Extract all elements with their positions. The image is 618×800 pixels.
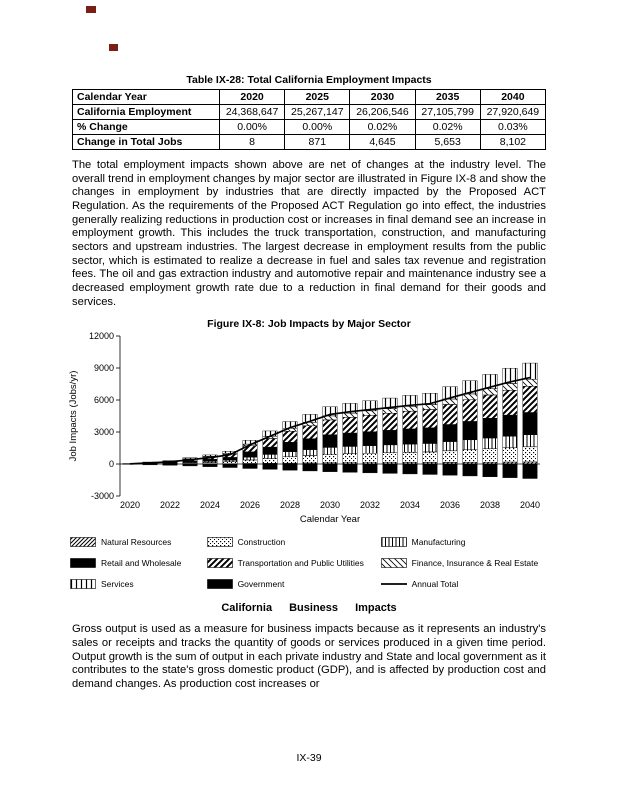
legend-label: Government — [237, 579, 285, 590]
svg-text:2028: 2028 — [280, 500, 300, 510]
legend-label: Transportation and Public Utilities — [237, 558, 364, 569]
legend-item: Natural Resources — [70, 536, 207, 548]
legend-swatch-pattern — [70, 537, 96, 548]
svg-text:12000: 12000 — [89, 331, 114, 341]
table-row: Change in Total Jobs 8 871 4,645 5,653 8,102 — [72, 134, 547, 150]
legend-swatch-pattern — [206, 537, 233, 548]
cell-value: 27,105,799 — [414, 104, 481, 120]
svg-text:2024: 2024 — [200, 500, 220, 510]
svg-text:2026: 2026 — [240, 500, 260, 510]
legend-item: Annual Total — [380, 578, 548, 590]
legend-label: Natural Resources — [101, 537, 172, 548]
legend-swatch-pattern — [380, 558, 407, 569]
row-label: Change in Total Jobs — [72, 134, 220, 150]
svg-text:2032: 2032 — [360, 500, 380, 510]
chart-legend: Natural Resources Construction Manufacturi… — [70, 536, 548, 590]
annual-total-line — [129, 376, 531, 465]
legend-label: Manufacturing — [411, 537, 466, 548]
legend-item: Transportation and Public Utilities — [206, 557, 381, 569]
cell-value: 25,267,147 — [284, 104, 351, 120]
page-number: IX-39 — [296, 752, 322, 764]
cell-value: 8,102 — [479, 134, 547, 150]
legend-swatch-line — [380, 583, 407, 586]
paragraph-gross-output: Gross output is used as a measure for bu… — [72, 623, 546, 690]
cell-value: 8 — [218, 134, 286, 150]
cell-value: 0.02% — [349, 119, 416, 135]
table-col-year: 2035 — [414, 89, 481, 105]
cell-value: 0.02% — [414, 119, 481, 135]
svg-text:2020: 2020 — [120, 500, 140, 510]
scan-artifact-mark — [86, 6, 96, 13]
legend-swatch-pattern — [380, 537, 407, 548]
cell-value: 24,368,647 — [218, 104, 286, 120]
table-row: % Change 0.00% 0.00% 0.02% 0.02% 0.03% — [72, 119, 547, 135]
y-axis: -3000 0 3000 6000 9000 12000 — [89, 331, 121, 501]
svg-text:2040: 2040 — [520, 500, 540, 510]
paragraph-employment-impacts: The total employment impacts shown above… — [72, 159, 546, 308]
legend-label: Retail and Wholesale — [101, 558, 182, 569]
svg-text:2034: 2034 — [400, 500, 420, 510]
table-col-label: Calendar Year — [72, 89, 220, 105]
svg-text:9000: 9000 — [94, 363, 114, 373]
section-heading-business-impacts: California Business Impacts — [221, 602, 397, 615]
svg-text:2022: 2022 — [160, 500, 180, 510]
svg-text:6000: 6000 — [94, 395, 114, 405]
scan-artifact-mark — [109, 44, 118, 51]
legend-label: Annual Total — [411, 579, 459, 590]
stacked-bars — [122, 363, 538, 479]
figure-title: Figure IX-8: Job Impacts by Major Sector — [207, 318, 411, 331]
cell-value: 5,653 — [414, 134, 481, 150]
table-col-year: 2020 — [218, 89, 286, 105]
cell-value: 4,645 — [349, 134, 416, 150]
table-row: California Employment 24,368,647 25,267,14… — [72, 104, 547, 120]
cell-value: 27,920,649 — [479, 104, 547, 120]
x-axis-title: Calendar Year — [300, 514, 360, 525]
legend-swatch-pattern — [70, 579, 96, 590]
legend-swatch-pattern — [70, 558, 96, 569]
svg-text:2036: 2036 — [440, 500, 460, 510]
legend-item: Manufacturing — [380, 536, 548, 548]
legend-label: Services — [101, 579, 134, 590]
job-impacts-figure: -3000 0 3000 6000 9000 12000 2020 2022 2024 2026 2… — [64, 331, 554, 532]
table-col-year: 2040 — [479, 89, 547, 105]
svg-text:3000: 3000 — [94, 427, 114, 437]
cell-value: 0.00% — [284, 119, 351, 135]
svg-text:2030: 2030 — [320, 500, 340, 510]
svg-text:-3000: -3000 — [91, 491, 114, 501]
table-title: Table IX-28: Total California Employment… — [186, 74, 432, 86]
row-label: California Employment — [72, 104, 220, 120]
legend-item: Services — [70, 578, 207, 590]
employment-table: Calendar Year 2020 2025 2030 2035 2040 Califor… — [72, 89, 547, 150]
cell-value: 871 — [284, 134, 351, 150]
row-label: % Change — [72, 119, 220, 135]
svg-text:2038: 2038 — [480, 500, 500, 510]
svg-text:0: 0 — [109, 459, 114, 469]
legend-item: Retail and Wholesale — [70, 557, 207, 569]
legend-swatch-pattern — [206, 579, 233, 590]
cell-value: 0.03% — [479, 119, 547, 135]
x-axis-labels: 2020 2022 2024 2026 2028 2030 2032 2034 2036 2038… — [120, 500, 540, 510]
legend-item: Government — [206, 578, 381, 590]
legend-label: Finance, Insurance & Real Estate — [411, 558, 539, 569]
table-col-year: 2025 — [284, 89, 351, 105]
legend-item: Construction — [206, 536, 381, 548]
cell-value: 26,206,546 — [349, 104, 416, 120]
y-axis-title: Job Impacts (Jobs/yr) — [68, 371, 79, 462]
table-header-row: Calendar Year 2020 2025 2030 2035 2040 — [72, 89, 547, 105]
legend-item: Finance, Insurance & Real Estate — [380, 557, 548, 569]
table-col-year: 2030 — [349, 89, 416, 105]
legend-swatch-pattern — [206, 558, 233, 569]
legend-label: Construction — [237, 537, 286, 548]
cell-value: 0.00% — [218, 119, 286, 135]
